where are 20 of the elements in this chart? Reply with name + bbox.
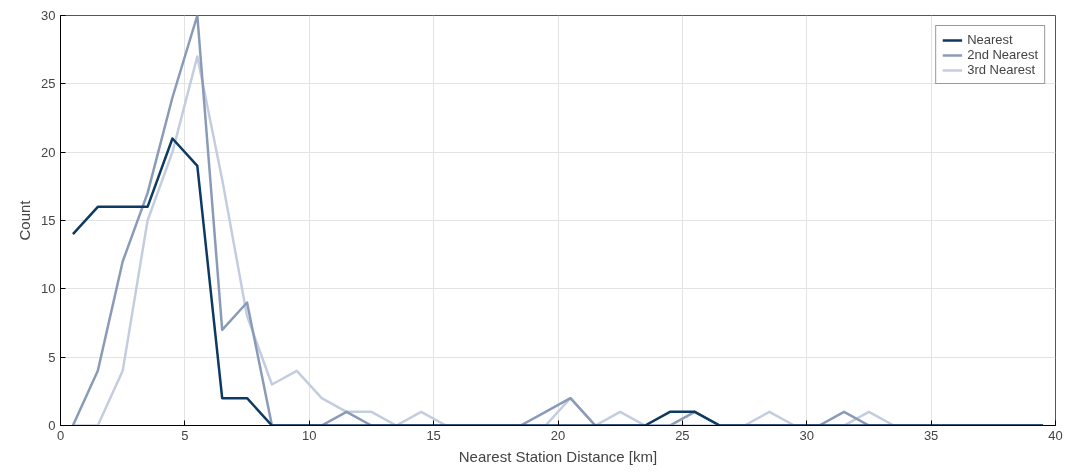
y-tick-label: 20 — [41, 144, 56, 160]
y-tick-label: 25 — [41, 76, 56, 92]
x-tick-label: 30 — [799, 427, 814, 443]
y-tick-label: 10 — [41, 281, 56, 297]
y-axis-title: Count — [16, 199, 34, 241]
y-tick-label: 30 — [41, 8, 56, 23]
y-tick-label: 5 — [48, 349, 56, 365]
legend-label: 3rd Nearest — [967, 62, 1036, 77]
x-tick-label: 35 — [923, 427, 939, 443]
x-tick-label: 40 — [1048, 427, 1063, 443]
x-tick-label: 20 — [550, 427, 566, 443]
x-tick-label: 15 — [426, 427, 441, 443]
x-tick-label: 25 — [675, 427, 690, 443]
line-series — [71, 137, 1045, 426]
legend-label: Nearest — [967, 32, 1013, 47]
x-tick-label: 10 — [302, 427, 317, 443]
x-axis-title: Nearest Station Distance [km] — [458, 447, 658, 465]
x-tick-label: 5 — [181, 427, 189, 443]
y-tick-label: 15 — [41, 213, 56, 228]
legend-label: 2nd Nearest — [967, 47, 1038, 62]
